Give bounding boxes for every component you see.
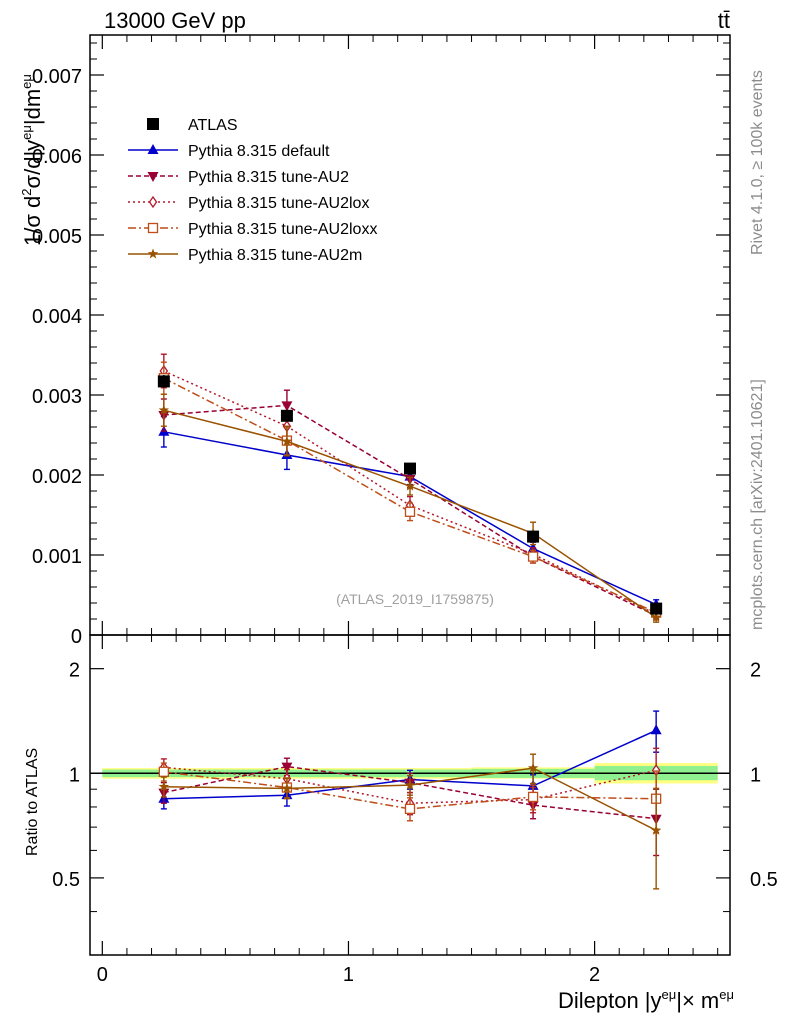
legend-entry-au2loxx: Pythia 8.315 tune-AU2loxx [128,221,377,238]
main-y-tick-label-1: 0.001 [32,546,82,568]
ratio-y-axis-ticks: 0.5 0.5 1 1 2 2 [52,660,778,913]
x-tick-label-1: 1 [343,964,354,986]
main-point-atlas [157,375,170,388]
main-y-tick-label-6: 0.006 [32,146,82,168]
ratio-point-au2m [281,782,293,793]
legend-label-default: Pythia 8.315 default [188,143,330,160]
x-tick-label-2: 2 [589,964,600,986]
main-y-axis-label: 1/σ d2σ/d|yeμ|dmeμ [19,74,45,246]
main-point-atlas [404,462,416,475]
legend-entry-au2: Pythia 8.315 tune-AU2 [128,169,349,186]
legend-marker-au2loxx [147,222,159,234]
legend-marker-au2lox [148,195,158,209]
legend-entry-atlas: ATLAS [147,117,238,134]
ratio-point-au2m [650,824,662,835]
legend-entry-default: Pythia 8.315 default [128,143,330,160]
main-point-au2m [281,435,293,446]
main-y-tick-label-4: 0.004 [32,306,82,328]
ratio-panel-frame [89,634,731,956]
main-point-au2 [281,401,293,412]
main-point-atlas [280,409,293,422]
main-point-au2loxx [527,551,539,562]
main-y-tick-label-3: 0.003 [32,386,82,408]
main-point-au2loxx [404,506,416,517]
x-tick-label-0: 0 [97,964,108,986]
x-axis-label: Dilepton |yeμ|× meμ [558,987,734,1013]
ratio-y-tick-label-2: 2 [69,660,80,682]
main-y-tick-label-5: 0.005 [32,226,82,248]
ratio-y-tick-label-right-1: 1 [750,764,761,786]
main-panel-series [157,353,663,623]
analysis-watermark: (ATLAS_2019_I1759875) [336,591,494,607]
main-y-tick-label-7: 0.007 [32,66,82,88]
legend-entry-au2m: Pythia 8.315 tune-AU2m [128,247,362,264]
main-y-tick-label-2: 0.002 [32,466,82,488]
legend-marker-atlas [147,118,159,130]
ratio-point-au2 [281,762,293,773]
legend-label-atlas: ATLAS [188,117,238,134]
ratio-point-au2loxx [404,803,416,815]
ratio-panel-series [158,710,662,890]
ratio-y-tick-label-0: 0.5 [52,869,80,891]
legend: ATLAS Pythia 8.315 default Pythia 8.315 tu… [128,117,377,264]
mcplots-label: mcplots.cern.ch [arXiv:2401.10621] [749,379,766,630]
main-point-au2m [158,404,170,415]
ratio-y-tick-label-1: 1 [69,764,80,786]
ratio-line-au2loxx [163,771,657,810]
main-y-tick-label-0: 0 [71,626,82,648]
legend-marker-default [147,144,159,154]
legend-marker-au2 [147,172,159,182]
ratio-y-tick-label-right-2: 2 [750,660,761,682]
ratio-point-au2loxx [158,766,169,777]
ratio-y-axis-label: Ratio to ATLAS [24,748,41,856]
legend-label-au2m: Pythia 8.315 tune-AU2m [188,247,362,264]
legend-marker-au2m [147,248,159,259]
legend-label-au2lox: Pythia 8.315 tune-AU2lox [188,195,369,212]
ratio-point-au2m [158,781,170,792]
main-panel-frame [89,34,731,636]
ratio-y-tick-label-right-0: 0.5 [750,869,778,891]
main-series-atlas [157,375,663,615]
legend-label-au2: Pythia 8.315 tune-AU2 [188,169,349,186]
ratio-point-default [650,724,662,735]
ratio-point-au2loxx [527,791,539,803]
legend-label-au2loxx: Pythia 8.315 tune-AU2loxx [188,221,377,238]
x-axis-ticks: 0 1 2 [97,35,719,986]
main-point-atlas [650,602,663,615]
main-point-atlas [527,530,540,543]
main-line-au2loxx [163,377,657,614]
main-point-au2m [404,480,416,491]
ratio-series-au2m [158,753,662,890]
ratio-point-au2m [404,779,416,790]
energy-label: 13000 GeV pp [104,8,246,33]
legend-entry-au2lox: Pythia 8.315 tune-AU2lox [128,195,369,212]
rivet-label: Rivet 4.1.0, ≥ 100k events [749,70,766,255]
main-y-axis-ticks: 0 0.001 0.002 0.003 0.004 0.005 0.006 0.007 [32,42,730,648]
ratio-point-au2m [527,762,539,773]
main-point-au2m [650,611,662,622]
process-label: tt̄ [718,8,730,33]
